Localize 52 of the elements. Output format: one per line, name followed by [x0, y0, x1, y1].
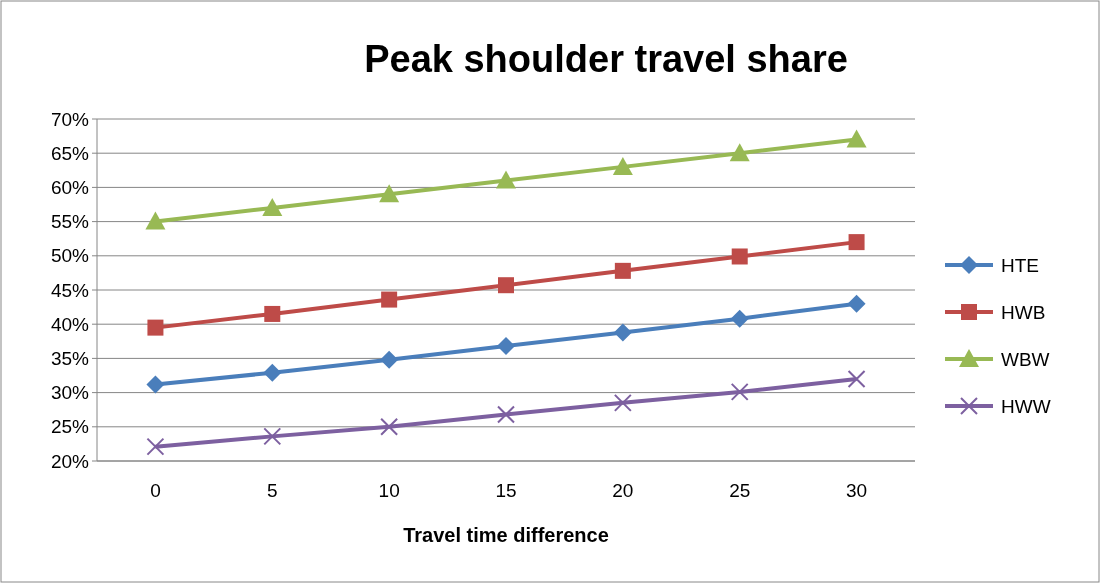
- point: [730, 382, 749, 401]
- y-tick-label: 30%: [50, 382, 90, 404]
- point: [263, 427, 282, 446]
- x-tick-label: 15: [495, 480, 517, 501]
- point: [731, 248, 748, 265]
- chart-title: Peak shoulder travel share: [364, 38, 848, 80]
- point: [146, 375, 165, 394]
- point: [846, 129, 867, 148]
- point: [613, 323, 632, 342]
- legend-label: HTE: [1001, 254, 1039, 276]
- point: [613, 393, 632, 412]
- point: [730, 309, 749, 328]
- y-tick-label: 60%: [50, 177, 90, 199]
- point: [380, 417, 399, 436]
- point: [847, 294, 866, 313]
- point: [496, 170, 516, 189]
- x-tick-label: 30: [846, 480, 868, 501]
- y-tick-label: 65%: [50, 142, 90, 164]
- point: [147, 319, 164, 336]
- point: [264, 305, 281, 322]
- point: [612, 156, 633, 175]
- legend-label: HWB: [1001, 301, 1046, 323]
- point: [263, 363, 282, 382]
- point: [847, 369, 866, 388]
- point: [380, 350, 399, 369]
- point: [145, 211, 166, 230]
- point: [729, 143, 750, 162]
- point: [379, 184, 400, 203]
- legend-label: WBW: [1001, 348, 1050, 370]
- x-tick-label: 20: [612, 480, 634, 501]
- legend-label: HWW: [1001, 395, 1051, 417]
- y-tick-label: 70%: [50, 108, 90, 130]
- point: [497, 337, 515, 356]
- x-axis-title: Travel time difference: [403, 524, 609, 546]
- point: [848, 234, 865, 251]
- point: [146, 437, 165, 456]
- y-tick-label: 20%: [50, 450, 90, 472]
- x-tick-label: 5: [267, 480, 278, 501]
- y-tick-label: 40%: [50, 313, 90, 335]
- x-tick-label: 25: [729, 480, 751, 501]
- point: [262, 197, 283, 216]
- point: [614, 262, 631, 279]
- point: [497, 405, 515, 424]
- x-tick-label: 10: [378, 480, 400, 501]
- point: [381, 291, 398, 308]
- y-tick-label: 50%: [50, 245, 90, 267]
- y-tick-label: 35%: [50, 348, 90, 370]
- y-tick-label: 55%: [50, 211, 90, 233]
- point: [498, 277, 514, 294]
- x-tick-label: 0: [150, 480, 161, 501]
- y-tick-label: 45%: [50, 279, 90, 301]
- y-tick-label: 25%: [50, 416, 90, 438]
